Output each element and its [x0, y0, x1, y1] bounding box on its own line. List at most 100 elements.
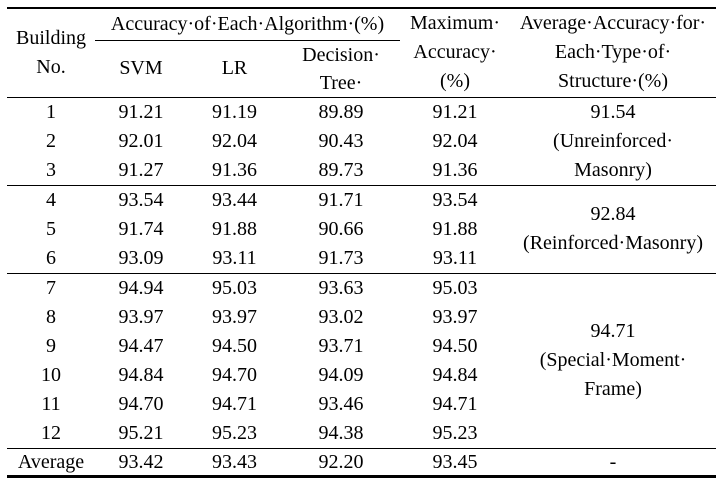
group-line: (Special·Moment· — [539, 349, 687, 371]
cell-decision-tree: 89.89 — [318, 100, 364, 123]
header-line: Structure·(%) — [558, 70, 668, 93]
cell-lr: 93.97 — [212, 305, 257, 328]
cell-average-lr: 93.43 — [187, 447, 282, 475]
cell-lr: 94.50 — [212, 334, 257, 357]
cell-building-no: 2 — [46, 129, 56, 152]
cell-svm: 93.97 — [118, 305, 164, 328]
cell-lr: 95.03 — [187, 272, 282, 303]
cell-svm: 94.47 — [118, 334, 164, 357]
cell-lr: 93.11 — [212, 246, 257, 269]
table-row: 5 91.74 91.88 90.66 91.88 — [7, 215, 716, 244]
cell-svm: 94.94 — [95, 272, 187, 303]
cell-decision-tree: 90.43 — [318, 129, 364, 152]
header-average-accuracy-structure: Average·Accuracy·for· Each·Type·of· Stru… — [510, 9, 716, 97]
cell-building-no: 3 — [46, 158, 56, 181]
table-row: 11 94.70 94.71 93.46 94.71 — [7, 390, 716, 419]
header-line: Tree· — [319, 71, 363, 94]
cell-decision-tree: 93.02 — [318, 305, 364, 328]
cell-average-max-accuracy: 93.45 — [400, 447, 511, 475]
cell-svm: 93.54 — [95, 184, 187, 215]
group-line: 92.84 — [590, 203, 636, 225]
cell-decision-tree: 94.38 — [318, 421, 364, 444]
table-row: 7 94.94 95.03 93.63 95.03 94.71 (Special… — [7, 272, 717, 448]
header-line: Decision· — [302, 43, 380, 66]
table-row: 12 95.21 95.23 94.38 95.23 — [7, 419, 716, 449]
cell-max-accuracy: 94.50 — [432, 334, 478, 357]
table-row: 9 94.47 94.50 93.71 94.50 — [7, 332, 716, 361]
cell-average-structure-dash: - — [510, 447, 717, 475]
group-line: Frame) — [584, 378, 642, 400]
cell-building-no: 11 — [41, 392, 61, 415]
header-maximum-accuracy: Maximum· Accuracy· (%) — [400, 9, 510, 97]
cell-max-accuracy: 93.97 — [432, 305, 478, 328]
cell-decision-tree: 93.63 — [282, 272, 401, 303]
cell-lr: 94.70 — [212, 363, 257, 386]
table-body: 1 91.21 91.19 89.89 91.21 91.54 (Unreinf… — [7, 97, 717, 475]
cell-lr: 92.04 — [212, 129, 257, 152]
cell-lr: 94.71 — [212, 392, 257, 415]
cell-max-accuracy: 95.03 — [400, 272, 511, 303]
cell-decision-tree: 94.09 — [318, 363, 364, 386]
group-line: 91.54 — [590, 100, 636, 123]
cell-building-no: 5 — [46, 217, 56, 240]
cell-max-accuracy: 93.54 — [400, 184, 511, 215]
cell-building-no: 10 — [41, 363, 61, 386]
cell-max-accuracy: 93.11 — [432, 246, 478, 269]
cell-decision-tree: 93.46 — [318, 392, 364, 415]
group-line: 94.71 — [590, 320, 636, 342]
cell-decision-tree: 93.71 — [318, 334, 364, 357]
cell-average-decision-tree: 92.20 — [282, 447, 401, 475]
cell-average-svm: 93.42 — [95, 447, 187, 475]
cell-max-accuracy: 94.71 — [432, 392, 478, 415]
table-row: 1 91.21 91.19 89.89 91.21 91.54 (Unreinf… — [7, 97, 716, 181]
cell-building-no: 9 — [46, 334, 56, 357]
table-row: 4 93.54 93.44 91.71 93.54 92.84 (Reinfor… — [7, 184, 717, 273]
cell-building-no: 7 — [7, 272, 95, 303]
header-line: Maximum· — [410, 12, 501, 35]
cell-svm: 92.01 — [118, 129, 164, 152]
header-line: Each·Type·of· — [554, 41, 672, 64]
cell-building-no: 12 — [41, 421, 61, 444]
cell-average-label: Average — [7, 447, 95, 475]
cell-decision-tree: 90.66 — [318, 217, 364, 240]
cell-building-no: 1 — [46, 100, 56, 123]
accuracy-table-container: Building No. Accuracy·of·Each·Algorithm·… — [7, 7, 717, 478]
cell-lr: 91.36 — [212, 158, 257, 181]
cell-max-accuracy: 94.84 — [432, 363, 478, 386]
cell-svm: 95.21 — [118, 421, 164, 444]
group-line: (Unreinforced· — [553, 129, 673, 152]
header-decision-tree: Decision· Tree· — [282, 40, 400, 97]
table-row: 3 91.27 91.36 89.73 91.36 — [7, 156, 716, 186]
cell-svm: 91.21 — [118, 100, 164, 123]
header-line: (%) — [440, 70, 470, 93]
cell-max-accuracy: 92.04 — [432, 129, 478, 152]
cell-max-accuracy: 95.23 — [432, 421, 478, 444]
table-row: 2 92.01 92.04 90.43 92.04 — [7, 127, 716, 156]
cell-svm: 93.09 — [118, 246, 164, 269]
table-header: Building No. Accuracy·of·Each·Algorithm·… — [7, 9, 717, 97]
header-line: Average·Accuracy·for· — [519, 12, 707, 35]
cell-lr: 93.44 — [187, 184, 282, 215]
table-row: 6 93.09 93.11 91.73 93.11 — [7, 244, 716, 274]
cell-decision-tree: 89.73 — [318, 158, 364, 181]
group-cell-reinforced-masonry: 92.84 (Reinforced·Masonry) — [510, 184, 717, 273]
cell-svm: 94.84 — [118, 363, 164, 386]
cell-lr: 91.88 — [212, 217, 257, 240]
cell-lr: 91.19 — [212, 100, 257, 123]
group-line: (Reinforced·Masonry) — [523, 232, 703, 254]
table-row: 8 93.97 93.97 93.02 93.97 — [7, 303, 716, 332]
cell-building-no: 6 — [46, 246, 56, 269]
group-cell-unreinforced-masonry: 91.54 (Unreinforced· Masonry) — [510, 97, 716, 185]
table-row-average: Average 93.42 93.43 92.20 93.45 - — [7, 447, 717, 475]
cell-lr: 95.23 — [212, 421, 257, 444]
cell-building-no: 4 — [7, 184, 95, 215]
header-algorithm-accuracy-group: Accuracy·of·Each·Algorithm·(%) — [95, 9, 401, 41]
cell-decision-tree: 91.73 — [318, 246, 364, 269]
header-line: No. — [36, 55, 66, 78]
accuracy-table: Building No. Accuracy·of·Each·Algorithm·… — [7, 9, 717, 475]
group-line: Masonry) — [574, 158, 652, 181]
cell-max-accuracy: 91.21 — [432, 100, 478, 123]
header-svm: SVM — [119, 57, 163, 79]
header-building-no: Building No. — [7, 9, 95, 97]
cell-svm: 91.27 — [118, 158, 164, 181]
